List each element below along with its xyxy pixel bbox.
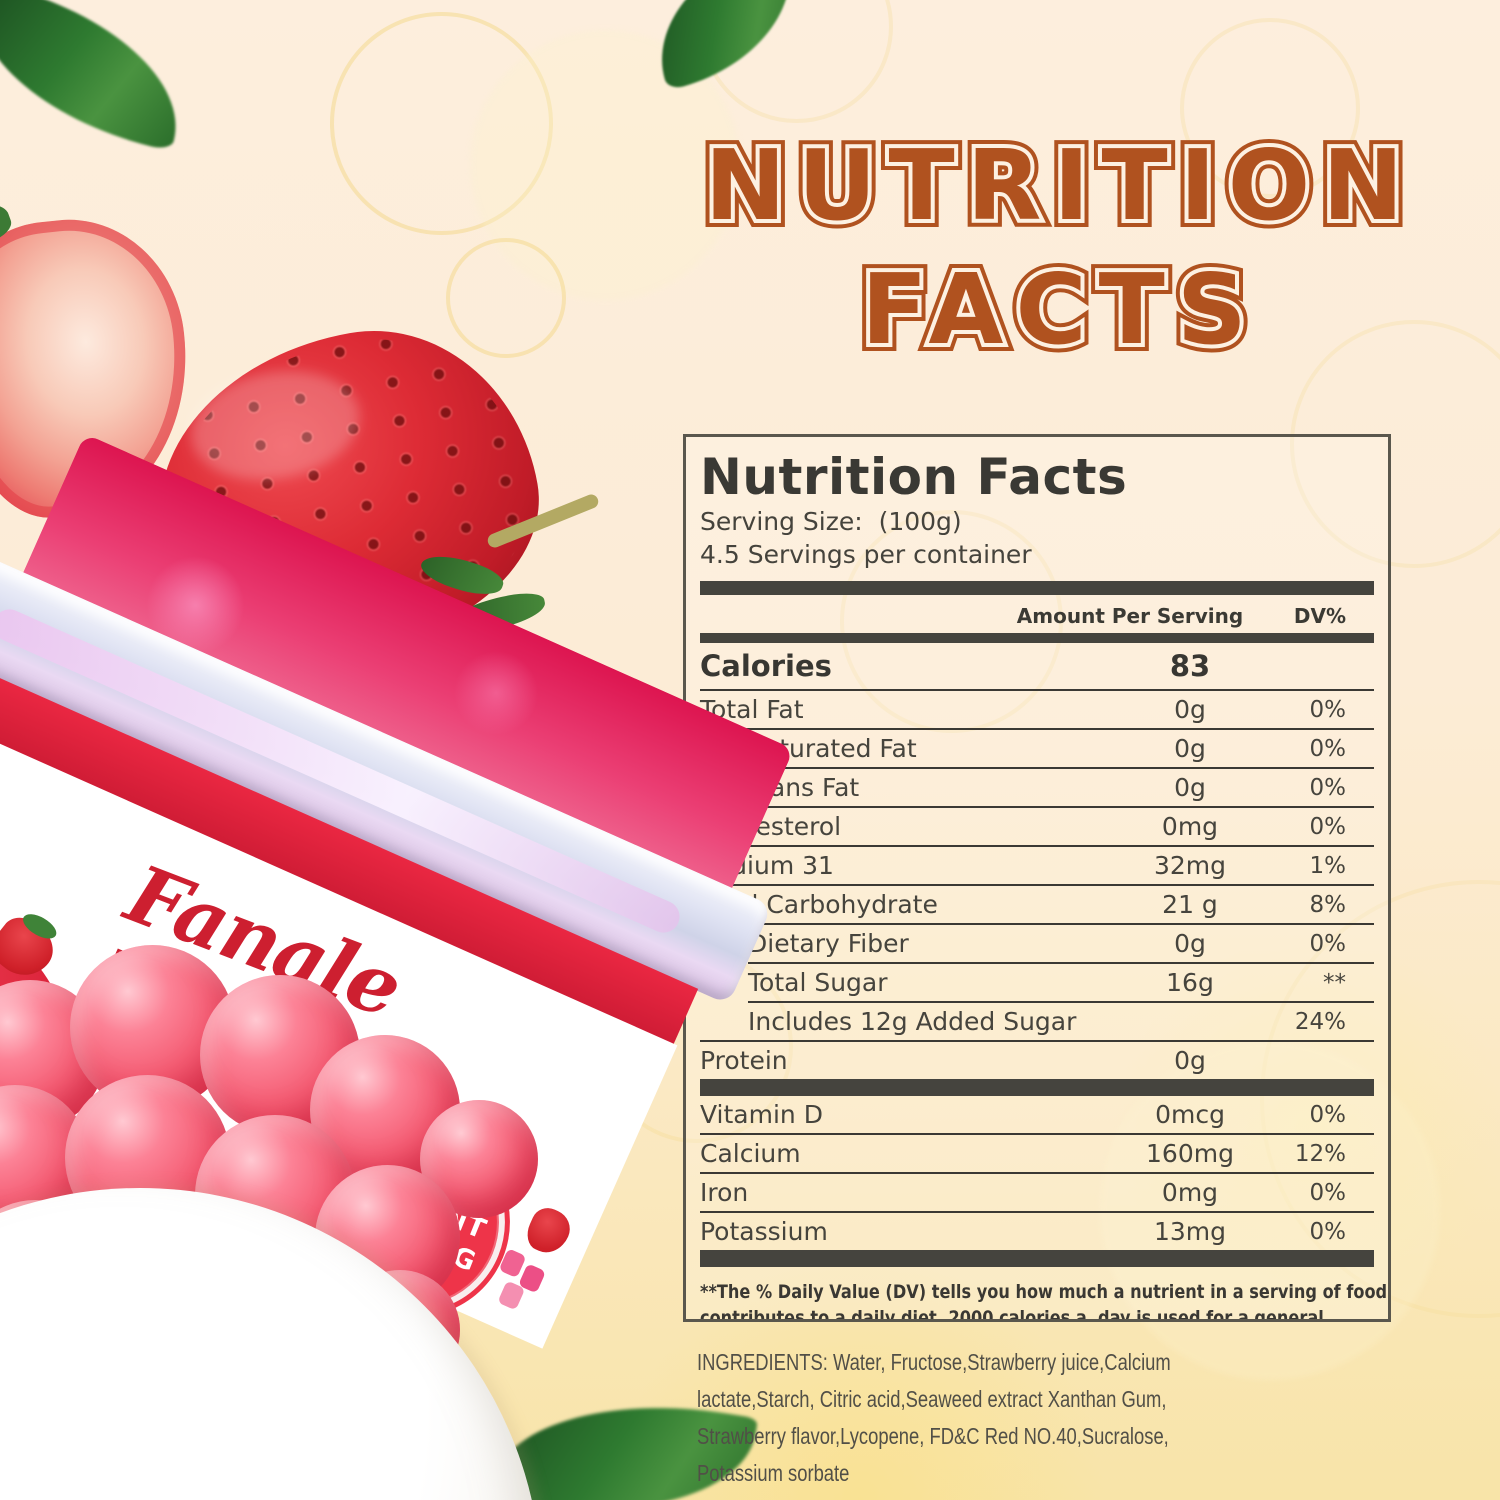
strawberry-sepal (0, 195, 16, 260)
divider-bar (700, 1250, 1374, 1267)
nutrient-amount: 0g (1174, 1046, 1206, 1075)
nutrient-name: Vitamin D (700, 1100, 823, 1129)
bubble-decoration (1290, 320, 1500, 568)
nutrient-dv: 0% (1309, 1179, 1347, 1206)
nutrient-row: Vitamin D 0mcg 0% (700, 1096, 1374, 1133)
nutrition-facts-panel: Nutrition Facts Serving Size: (100g) 4.5… (683, 434, 1391, 1322)
page-title-line2: FACTS FACTS FACTS (853, 245, 1259, 374)
nutrient-amount: 0mg (1161, 1178, 1219, 1207)
row-separator (748, 1001, 1374, 1003)
nutrient-name: Calcium (700, 1139, 801, 1168)
row-separator (700, 845, 1374, 847)
row-separator (748, 962, 1374, 964)
daily-value-footnote: **The % Daily Value (DV) tells you how m… (700, 1279, 1388, 1322)
nutrient-name: Dietary Fiber (748, 929, 909, 958)
row-separator (700, 1040, 1374, 1042)
ingredients-text: INGREDIENTS: Water, Fructose,Strawberry … (697, 1344, 1289, 1492)
nutrient-row: Potassium 13mg 0% (700, 1213, 1374, 1250)
nutrient-dv: 1% (1309, 852, 1347, 879)
bubble-decoration (1180, 18, 1360, 198)
vitamin-rows: Vitamin D 0mcg 0% Calcium 160mg 12% Iron 0mg 0% P… (700, 1096, 1374, 1250)
row-separator (700, 1133, 1374, 1135)
nutrient-amount: 0g (1174, 929, 1206, 958)
nutrient-amount: 0g (1174, 773, 1206, 802)
row-separator (700, 923, 1374, 925)
row-separator (700, 884, 1374, 886)
nutrient-dv: 0% (1309, 735, 1347, 762)
divider-bar (700, 581, 1374, 595)
nutrient-name: Potassium (700, 1217, 828, 1246)
row-separator (748, 767, 1374, 769)
nutrient-dv: 0% (1309, 696, 1347, 723)
row-separator (700, 1172, 1374, 1174)
nutrient-row: Calcium 160mg 12% (700, 1135, 1374, 1172)
bubble-decoration (1100, 1040, 1440, 1380)
nutrient-amount: 83 (1169, 649, 1211, 683)
nutrient-amount: 32mg (1153, 851, 1227, 880)
divider-bar (700, 1079, 1374, 1096)
servings-per-container: 4.5 Servings per container (700, 540, 1032, 569)
nutrient-amount: 0mg (1161, 812, 1219, 841)
nutrient-row: Dietary Fiber 0g 0% (700, 925, 1374, 962)
nutrient-amount: 0mcg (1155, 1100, 1225, 1129)
row-separator (700, 1211, 1374, 1213)
nutrient-row: Total Fat 0g 0% (700, 691, 1374, 728)
row-separator (748, 806, 1374, 808)
nutrient-dv: 12% (1294, 1140, 1346, 1167)
nutrient-row: Total Carbohydrate 21 g 8% (700, 886, 1374, 923)
nutrient-dv: 0% (1309, 930, 1347, 957)
row-separator (700, 689, 1374, 691)
nutrient-dv: 24% (1294, 1008, 1346, 1035)
nutrient-rows: Calories 83 Total Fat 0g 0% Saturated Fat 0g 0%… (700, 643, 1374, 1079)
nutrient-amount: 21 g (1162, 890, 1218, 919)
nutrient-row: Total Sugar 16g ** (700, 964, 1374, 1001)
serving-size: Serving Size: (100g) (700, 507, 962, 536)
nutrient-dv: 0% (1309, 1101, 1347, 1128)
page-title: NUTRITION NUTRITION NUTRITION FACTS FACT… (690, 121, 1430, 374)
nutrient-amount: 0g (1174, 695, 1206, 724)
nutrient-name: Total Sugar (748, 968, 888, 997)
nutrient-amount: 160mg (1146, 1139, 1234, 1168)
nutrient-dv: 0% (1309, 1218, 1347, 1245)
text-line: contributes to a daily diet. 2000 calori… (700, 1307, 1324, 1322)
nutrient-row: Protein 0g (700, 1042, 1374, 1079)
row-separator (700, 728, 1374, 730)
table-header: Amount Per Serving DV% (700, 595, 1374, 633)
bubble-decoration (446, 238, 566, 358)
page-title-line1: NUTRITION NUTRITION NUTRITION (697, 121, 1416, 250)
nutrient-amount: 0g (1174, 734, 1206, 763)
nutrient-dv: 0% (1309, 774, 1347, 801)
text-line: lactate,Starch, Citric acid,Seaweed extr… (697, 1386, 1167, 1412)
panel-title: Nutrition Facts (700, 448, 1128, 506)
leaf-decoration (0, 0, 201, 152)
text-line: Strawberry flavor,Lycopene, FD&C Red NO.… (697, 1423, 1169, 1449)
nutrient-name: Calories (700, 649, 832, 683)
nutrient-name: Iron (700, 1178, 749, 1207)
bubble-decoration (330, 12, 553, 235)
nutrient-name: Includes 12g Added Sugar (748, 1007, 1077, 1036)
nutrient-dv: ** (1323, 969, 1346, 996)
amount-column-header: Amount Per Serving (1016, 604, 1244, 628)
text-line: **The % Daily Value (DV) tells you how m… (700, 1281, 1388, 1303)
text-line: Potassium sorbate (697, 1460, 850, 1486)
bubble-decoration (840, 510, 1063, 733)
nutrient-amount: 13mg (1153, 1217, 1227, 1246)
text-line: INGREDIENTS: Water, Fructose,Strawberry … (697, 1349, 1171, 1375)
nutrient-dv: 8% (1309, 891, 1347, 918)
nutrient-dv: 0% (1309, 813, 1347, 840)
nutrient-row: Sodium 31 32mg 1% (700, 847, 1374, 884)
nutrient-amount: 16g (1166, 968, 1214, 997)
nutrient-row: Iron 0mg 0% (700, 1174, 1374, 1211)
dv-column-header: DV% (1293, 604, 1346, 628)
nutrient-name: Protein (700, 1046, 788, 1075)
nutrient-row: Calories 83 (700, 643, 1374, 689)
nutrient-row: Includes 12g Added Sugar 24% (700, 1003, 1374, 1040)
divider-bar (700, 633, 1374, 643)
